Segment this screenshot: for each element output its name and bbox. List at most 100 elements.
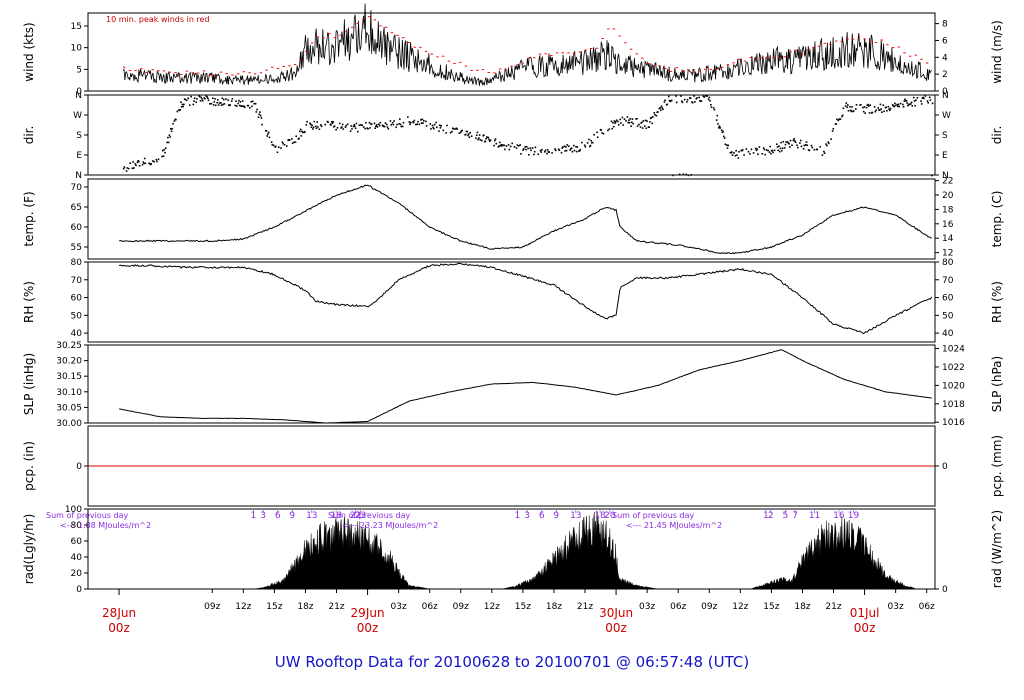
wind-direction-point bbox=[249, 107, 251, 109]
wind-direction-point bbox=[311, 124, 313, 127]
wind-direction-point bbox=[431, 124, 434, 127]
wind-direction-point bbox=[539, 149, 542, 152]
slp-left-tick-label: 30.15 bbox=[56, 372, 82, 382]
wind-direction-point bbox=[576, 146, 579, 148]
wind-direction-point bbox=[299, 130, 301, 133]
hour-tick-label: 06z bbox=[422, 602, 438, 612]
wind-direction-point bbox=[163, 148, 166, 151]
radiation-hour-label: 1 bbox=[515, 511, 521, 521]
wind-direction-point bbox=[664, 99, 666, 102]
wind-direction-point bbox=[361, 124, 363, 126]
wind-direction-point bbox=[507, 144, 510, 146]
wind-direction-point bbox=[529, 147, 532, 149]
wind-direction-point bbox=[312, 128, 314, 130]
wind-direction-point bbox=[384, 122, 387, 124]
hour-tick-label: 18z bbox=[546, 602, 562, 612]
slp-left-tick-label: 30.20 bbox=[56, 357, 82, 367]
wind-right-tick-label: 2 bbox=[942, 70, 948, 80]
pcp-right-tick-label: 0 bbox=[942, 462, 948, 472]
wind-direction-point bbox=[793, 138, 795, 140]
wind-direction-point bbox=[331, 122, 334, 125]
wind-direction-point bbox=[272, 144, 275, 147]
day-tick-label: 28Jun bbox=[102, 606, 136, 620]
wind-direction-point bbox=[332, 121, 334, 123]
dir-left-tick-label: N bbox=[75, 171, 82, 181]
wind-direction-point bbox=[910, 103, 912, 105]
slp-right-tick-label: 1020 bbox=[942, 381, 965, 391]
wind-direction-point bbox=[565, 149, 568, 152]
wind-direction-point bbox=[167, 141, 170, 144]
wind-direction-point bbox=[868, 112, 871, 114]
wind-direction-point bbox=[220, 104, 223, 106]
radiation-hour-label: 23 bbox=[355, 511, 366, 521]
wind-direction-point bbox=[561, 147, 563, 149]
rh-ylabel-right: RH (%) bbox=[990, 281, 1004, 323]
wind-direction-point bbox=[920, 103, 923, 105]
wind-direction-point bbox=[216, 101, 218, 104]
wind-direction-point bbox=[710, 106, 713, 108]
wind-direction-point bbox=[847, 110, 850, 112]
wind-direction-point bbox=[342, 128, 345, 130]
wind-direction-point bbox=[373, 122, 376, 125]
wind-direction-point bbox=[544, 149, 547, 152]
wind-direction-point bbox=[761, 153, 764, 155]
wind-direction-point bbox=[393, 120, 395, 122]
radiation-hour-label: 6 bbox=[539, 511, 545, 521]
wind-direction-point bbox=[569, 149, 571, 151]
wind-direction-point bbox=[628, 119, 630, 121]
wind-direction-point bbox=[696, 97, 698, 99]
wind-direction-point bbox=[231, 98, 234, 100]
hour-tick-label: 09z bbox=[701, 602, 717, 612]
wind-direction-point bbox=[563, 145, 566, 148]
wind-direction-point bbox=[827, 141, 829, 143]
wind-direction-point bbox=[626, 116, 629, 118]
wind-direction-point bbox=[908, 103, 911, 106]
wind-direction-point bbox=[172, 122, 174, 125]
wind-direction-point bbox=[862, 110, 865, 113]
wind-direction-point bbox=[879, 103, 882, 106]
radiation-hour-label: 2 bbox=[768, 511, 774, 521]
wind-direction-point bbox=[863, 106, 866, 108]
day-tick-label: 30Jun bbox=[599, 606, 633, 620]
wind-direction-point bbox=[392, 123, 395, 126]
wind-direction-point bbox=[445, 132, 447, 134]
hour-tick-label: 18z bbox=[794, 602, 810, 612]
wind-direction-point bbox=[889, 109, 891, 112]
wind-direction-point bbox=[893, 105, 895, 108]
rad-left-tick-label: 100 bbox=[65, 505, 82, 515]
wind-direction-point bbox=[617, 123, 620, 126]
wind-direction-point bbox=[182, 105, 184, 108]
wind-direction-point bbox=[501, 145, 503, 147]
wind-direction-point bbox=[907, 104, 909, 107]
wind-direction-point bbox=[847, 104, 849, 106]
wind-direction-point bbox=[278, 146, 280, 148]
wind-direction-point bbox=[389, 120, 392, 122]
wind-direction-point bbox=[386, 123, 388, 126]
wind-direction-point bbox=[678, 173, 681, 176]
pcp-ylabel-right: pcp. (mm) bbox=[990, 435, 1004, 497]
wind-direction-point bbox=[494, 139, 496, 142]
wind-direction-point bbox=[170, 128, 172, 130]
wind-direction-point bbox=[250, 101, 253, 103]
wind-direction-point bbox=[531, 147, 534, 149]
wind-direction-point bbox=[675, 101, 678, 104]
wind-direction-point bbox=[615, 121, 617, 123]
slp-left-tick-label: 30.10 bbox=[56, 388, 82, 398]
wind-direction-point bbox=[593, 134, 595, 136]
temp-left-tick-label: 70 bbox=[71, 183, 83, 193]
wind-direction-point bbox=[494, 138, 497, 140]
wind-direction-point bbox=[551, 152, 553, 154]
wind-direction-point bbox=[259, 111, 261, 113]
wind-direction-point bbox=[143, 162, 145, 165]
temp-left-tick-label: 65 bbox=[71, 203, 82, 213]
wind-direction-point bbox=[449, 131, 452, 134]
wind-direction-point bbox=[928, 96, 931, 99]
wind-direction-point bbox=[280, 147, 282, 149]
wind-direction-point bbox=[803, 144, 806, 147]
wind-direction-point bbox=[926, 100, 929, 102]
radiation-hour-label: 9 bbox=[289, 511, 295, 521]
wind-direction-point bbox=[454, 128, 456, 130]
wind-direction-point bbox=[838, 118, 840, 120]
wind-direction-point bbox=[364, 127, 366, 130]
wind-direction-point bbox=[316, 121, 318, 123]
